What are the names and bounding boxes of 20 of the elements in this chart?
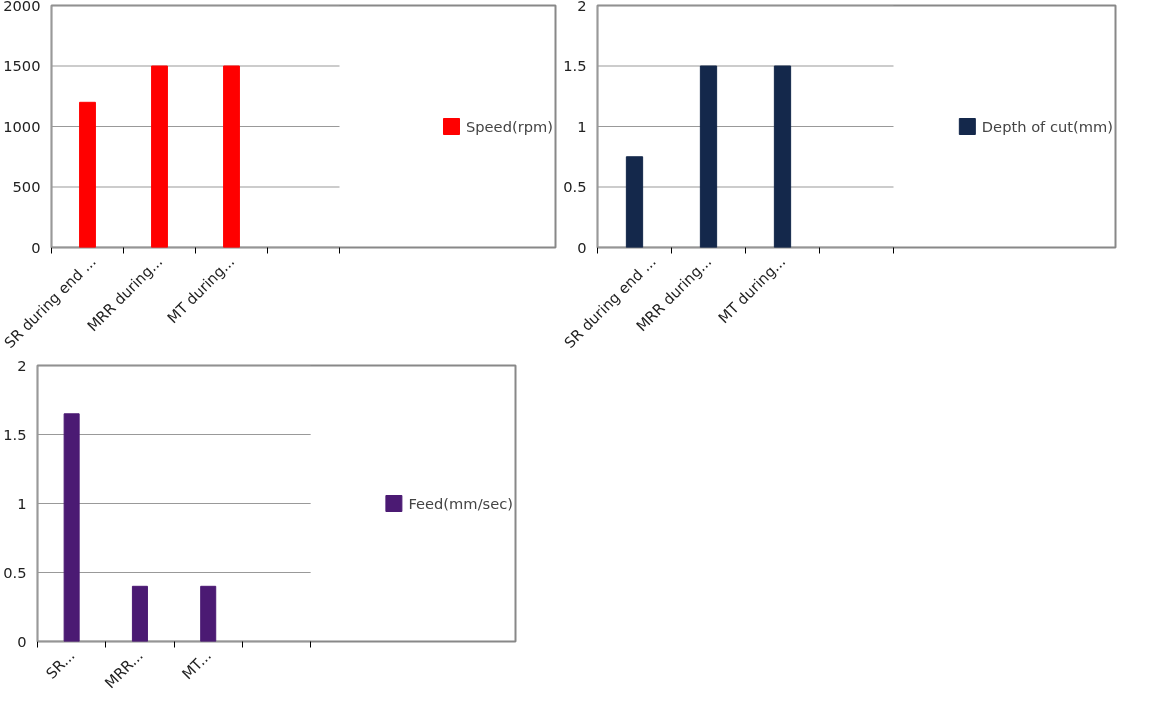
y-tick-label: 500 — [12, 178, 41, 195]
y-tick-label: 0 — [577, 238, 587, 256]
y-tick-label: 1 — [577, 117, 587, 135]
y-tick-label: 1500 — [3, 57, 41, 74]
legend-label: Depth of cut(mm) — [981, 117, 1113, 135]
y-tick-label: 0.5 — [563, 178, 587, 195]
y-tick-label: 0 — [31, 238, 41, 256]
y-tick-label: 0.5 — [3, 563, 27, 581]
y-tick-label: 1.5 — [563, 57, 587, 74]
y-tick-label: 1000 — [3, 117, 41, 135]
legend-label: Feed(mm/sec) — [408, 494, 513, 512]
x-tick-label: MT... — [178, 646, 215, 683]
legend-label: Speed(rpm) — [466, 117, 553, 135]
y-tick-label: 2000 — [3, 0, 41, 14]
y-tick-label: 0 — [17, 632, 27, 650]
y-tick-label: 1.5 — [3, 425, 27, 443]
x-tick-label: SR... — [42, 646, 78, 682]
y-tick-label: 2 — [577, 0, 587, 14]
y-tick-label: 2 — [17, 356, 27, 374]
y-tick-label: 1 — [17, 494, 27, 512]
